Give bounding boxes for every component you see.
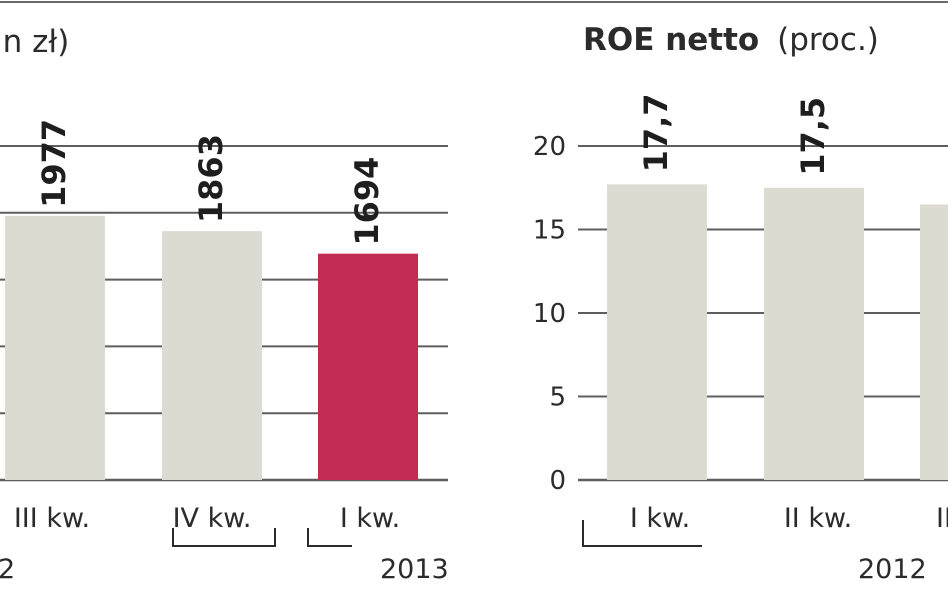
right-chart-title: ROE netto (proc.) [583,22,879,58]
right-category-labels: I kw. II kw. II [630,503,948,534]
left-category-label: I kw. [340,503,400,534]
right-value-label: 17,5 [794,97,832,176]
left-value-label: 1863 [192,134,230,223]
left-year-label-2013: 2013 [380,554,449,585]
right-y-tick-label: 20 [533,132,566,162]
left-value-label: 1694 [348,157,386,246]
left-bar [318,253,418,480]
right-category-label: II [936,503,948,534]
left-bar [5,215,105,480]
right-bars [607,184,948,480]
right-year-brackets: 2012 [582,520,927,585]
right-y-tick-label: 0 [549,466,566,496]
left-year-label-2012: 2 [0,554,15,585]
right-year-bracket-2012 [582,520,702,547]
left-year-bracket-2012 [172,528,276,547]
right-chart-title-unit: (proc.) [777,22,879,58]
right-year-label-2012: 2012 [858,554,927,585]
right-bar [764,187,864,480]
left-category-label: III kw. [14,503,90,534]
right-value-labels: 17,7 17,5 [637,93,832,175]
left-year-bracket-2013 [307,528,352,547]
left-year-brackets: 2 2013 [0,528,449,585]
left-bar [162,231,262,480]
right-y-tick-label: 5 [549,383,566,413]
left-category-label: IV kw. [173,503,252,534]
right-chart-title-main: ROE netto [583,22,759,58]
left-value-label: 1977 [35,119,73,208]
right-category-label: I kw. [630,503,690,534]
left-chart-title: ln zł) [0,24,69,60]
left-value-labels: 1977 1863 1694 [35,119,386,246]
right-bar [607,184,707,480]
right-y-tick-label: 10 [533,299,566,329]
right-value-label: 17,7 [637,93,675,172]
right-y-tick-label: 15 [533,216,566,246]
right-category-label: II kw. [784,503,852,534]
right-y-tick-labels: 0 5 10 15 20 [533,132,566,496]
right-bar [920,204,948,480]
left-category-labels: III kw. IV kw. I kw. [14,503,400,534]
left-bars [5,215,418,480]
